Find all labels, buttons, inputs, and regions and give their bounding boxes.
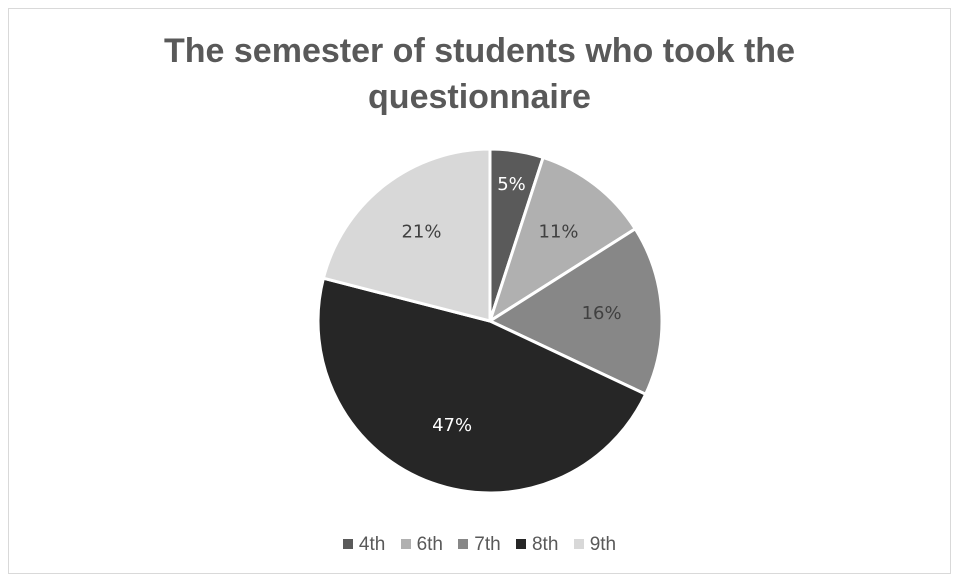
pie-slices [316,147,664,495]
data-label-6th: 11% [539,222,579,243]
chart-title-line-2: questionnaire [368,78,591,116]
pie-data-labels: 5% 11% 16% 47% 21% [401,174,621,436]
data-label-8th: 47% [432,415,472,436]
legend-item-9th: 9th [573,534,617,556]
legend-item-7th: 7th [458,534,501,556]
legend-label-4th: 4th [358,534,386,555]
legend-swatch-4th [342,539,353,549]
legend-swatch-8th [515,539,526,549]
legend-label-6th: 6th [416,534,443,555]
legend-label-8th: 8th [531,534,559,555]
chart-title: The semester of students who took the qu… [0,28,959,120]
pie-slice-7th [486,226,664,397]
legend-swatch-6th [400,539,411,549]
pie-slice-8th [316,276,648,495]
legend-item-4th: 4th [342,534,386,556]
legend-swatch-9th [573,539,584,549]
data-label-4th: 5% [497,174,526,195]
legend-label-7th: 7th [474,534,501,555]
chart-legend: 4th 6th 7th 8th 9th [0,534,959,556]
pie-slice-9th [321,147,492,323]
legend-item-6th: 6th [400,534,443,556]
legend-swatch-7th [458,539,469,549]
chart-title-line-1: The semester of students who took the [164,32,795,70]
legend-label-9th: 9th [589,534,617,555]
data-label-9th: 21% [401,222,441,243]
legend-item-8th: 8th [515,534,559,556]
data-label-7th: 16% [582,303,622,324]
pie-slice-6th [487,155,638,325]
